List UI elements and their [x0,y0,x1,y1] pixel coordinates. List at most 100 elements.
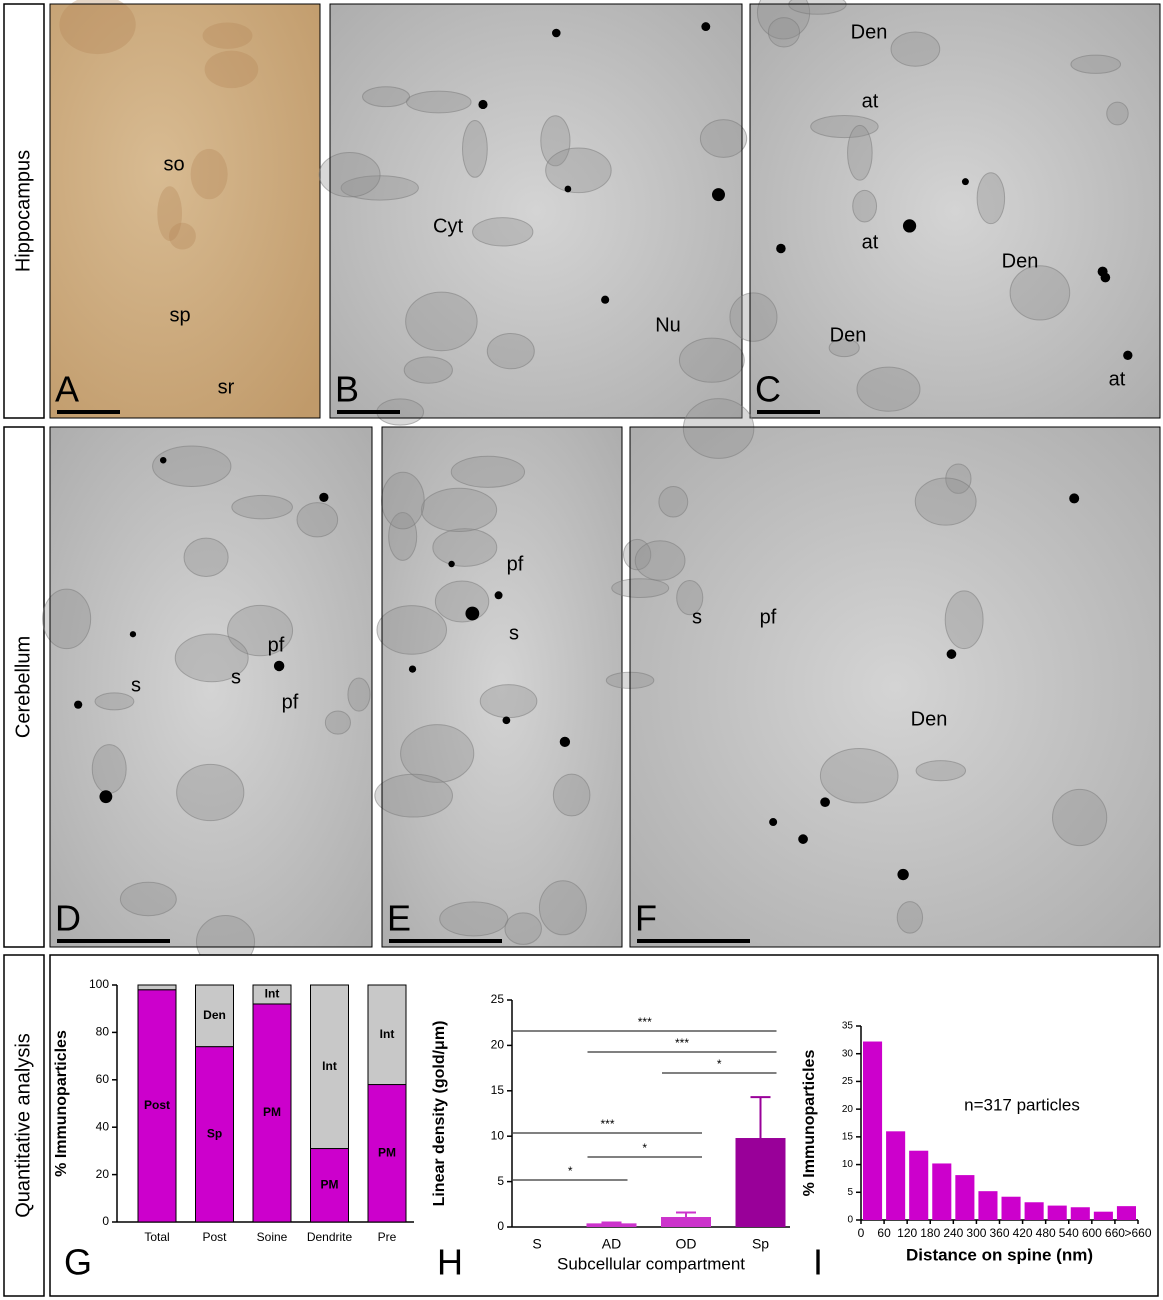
texture [1009,265,1071,321]
gold-particle [448,560,455,568]
segment-label: Sp [207,1126,222,1140]
structure-label: s [692,606,702,628]
bar-segment [252,1003,292,1223]
texture [634,540,686,581]
bar-segment [367,1084,407,1223]
micrograph: Epf s [374,426,623,948]
texture [810,115,879,139]
bar [1047,1205,1067,1220]
texture [374,773,453,818]
x-axis-label: Subcellular compartment [557,1254,745,1273]
texture [432,528,498,567]
y-tick-label: 60 [96,1072,110,1086]
chart-box [49,954,1159,1297]
bar-segment [195,1046,234,1223]
significance-label: * [717,1057,722,1071]
panel-letter: I [813,1242,823,1283]
bar [886,1131,906,1220]
texture [538,880,587,936]
micrograph: C Den at at Den Den at [729,0,1161,419]
y-tick-label: 5 [847,1187,853,1198]
bar-segment [252,984,292,1005]
structure-label: s [231,666,241,688]
row-label-box [3,3,45,419]
segment-label: PM [321,1177,339,1191]
gold-particle [74,700,83,709]
x-tick-label: Pre [378,1230,397,1244]
x-tick-label: 660 [1105,1226,1125,1240]
x-tick-label: 120 [897,1226,917,1240]
structure-label: pf [760,606,777,628]
x-tick-label: 240 [943,1226,963,1240]
gold-particle [601,295,610,304]
texture [944,590,984,650]
segment-label: Den [203,1008,226,1022]
gold-particle [1123,350,1133,361]
texture [202,22,253,49]
texture [174,633,249,683]
texture [381,471,425,530]
bar [735,1138,786,1227]
gold-particle [1100,272,1111,283]
texture [296,502,339,538]
texture [504,912,542,945]
gold-particle [502,716,511,725]
structure-label: s [131,674,141,696]
structure-label: sp [169,304,190,326]
bar-segment [310,1148,349,1223]
gold-particle [1069,493,1080,504]
structure-label: Den [830,324,867,346]
row-label-box [3,954,45,1297]
gold-particle [494,591,503,600]
x-tick-label: 540 [1059,1226,1079,1240]
y-tick-label: 5 [497,1174,504,1188]
structure-label: at [862,231,879,253]
texture [42,588,92,650]
gold-particle [564,185,572,193]
structure-label: s [509,622,519,644]
row-label: Hippocampus [12,150,34,272]
texture [405,291,478,352]
gold-particle [478,99,488,110]
y-tick-label: 25 [842,1076,854,1087]
gold-particle [319,492,329,502]
bar-segment [310,984,349,1150]
y-axis-label: % Immunoparticles [801,1050,818,1197]
micrograph-image [630,427,1160,947]
structure-label: pf [282,691,299,713]
texture [176,763,245,822]
texture [756,0,811,40]
structure-label: pf [507,553,524,575]
structure-label: Nu [655,314,681,336]
structure-label: so [163,153,184,175]
texture [91,744,127,794]
gold-particle [99,790,113,804]
texture [852,189,878,223]
bar [1116,1206,1136,1220]
micrograph-image [330,4,742,418]
micrograph-border [381,426,623,948]
x-tick-label: 300 [966,1226,986,1240]
significance-label: *** [638,1015,652,1029]
y-tick-label: 0 [102,1214,109,1228]
texture [388,512,418,561]
micrograph: Dpf s s pf [42,426,373,969]
y-tick-label: 35 [842,1021,854,1032]
panel-letter: F [635,898,657,939]
segment-label: PM [263,1105,281,1119]
x-tick-label: Total [144,1230,169,1244]
significance-label: *** [600,1117,614,1131]
bar [863,1041,883,1220]
panel-letter: G [64,1242,92,1283]
micrograph-border [629,426,1161,948]
micrograph-border [49,3,321,419]
texture [819,747,899,804]
y-tick-label: 15 [842,1131,854,1142]
texture [699,119,748,158]
x-tick-label: AD [602,1236,621,1252]
x-axis-label: Distance on spine (nm) [906,1245,1093,1264]
texture [976,172,1006,225]
structure-label: Cyt [433,215,463,237]
gold-particle [408,665,417,673]
gold-particle [701,22,711,32]
